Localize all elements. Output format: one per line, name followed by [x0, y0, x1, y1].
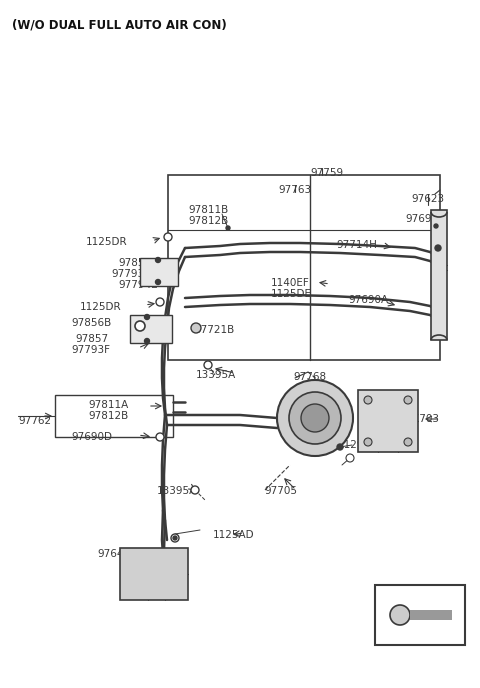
Circle shape	[364, 396, 372, 404]
Text: 97763: 97763	[278, 185, 311, 195]
Text: 97857: 97857	[75, 334, 108, 344]
Circle shape	[346, 454, 354, 462]
Text: (W/O DUAL FULL AUTO AIR CON): (W/O DUAL FULL AUTO AIR CON)	[12, 18, 227, 31]
Circle shape	[191, 486, 199, 494]
Circle shape	[156, 279, 160, 285]
Bar	[130, 315, 172, 343]
Text: 97812B: 97812B	[88, 411, 128, 421]
Text: 97768: 97768	[293, 372, 326, 382]
Text: 1125DR: 1125DR	[80, 302, 121, 312]
Circle shape	[173, 536, 177, 540]
Circle shape	[156, 298, 164, 306]
Text: 1125AD: 1125AD	[213, 530, 254, 540]
Circle shape	[390, 605, 410, 625]
Bar	[168, 175, 440, 360]
Text: 97690D: 97690D	[71, 432, 112, 442]
Text: 13395A: 13395A	[157, 486, 197, 496]
Text: 1125DR: 1125DR	[86, 237, 128, 247]
Text: 97759: 97759	[310, 168, 343, 178]
Circle shape	[156, 433, 164, 441]
Bar	[55, 395, 173, 437]
Circle shape	[191, 323, 201, 333]
Bar	[431, 210, 447, 340]
Text: 97644A: 97644A	[97, 549, 137, 559]
Text: 97793F: 97793F	[71, 345, 110, 355]
Text: 97794E: 97794E	[118, 280, 157, 290]
Text: 97793G: 97793G	[111, 269, 152, 279]
Text: 1140EF: 1140EF	[271, 278, 310, 288]
Text: 97762: 97762	[18, 416, 51, 426]
Circle shape	[301, 404, 329, 432]
Circle shape	[171, 534, 179, 542]
Circle shape	[337, 444, 343, 450]
Circle shape	[144, 338, 149, 343]
Circle shape	[289, 392, 341, 444]
Circle shape	[144, 314, 149, 319]
Text: 97714H: 97714H	[336, 240, 377, 250]
Text: 1140EX: 1140EX	[383, 596, 423, 606]
Text: 1129GG: 1129GG	[338, 440, 381, 450]
Text: 97811A: 97811A	[88, 400, 128, 410]
Circle shape	[156, 257, 160, 263]
Text: 97857: 97857	[118, 258, 151, 268]
Bar	[410, 610, 452, 620]
Bar	[140, 258, 178, 286]
Text: 97701: 97701	[278, 400, 311, 410]
Text: 97811B: 97811B	[188, 205, 228, 215]
Text: 97721B: 97721B	[194, 325, 234, 335]
Circle shape	[364, 438, 372, 446]
Text: 97812B: 97812B	[188, 216, 228, 226]
Bar	[120, 548, 188, 600]
Text: 97690A: 97690A	[348, 295, 388, 305]
Circle shape	[435, 245, 441, 251]
Text: 97703: 97703	[406, 414, 439, 424]
Bar	[375, 585, 465, 645]
Text: 1125DE: 1125DE	[271, 289, 312, 299]
Circle shape	[404, 438, 412, 446]
Text: 97705: 97705	[264, 486, 297, 496]
Circle shape	[434, 224, 438, 228]
Circle shape	[204, 361, 212, 369]
Circle shape	[226, 226, 230, 230]
Text: 97623: 97623	[411, 194, 444, 204]
Circle shape	[277, 380, 353, 456]
Bar	[358, 390, 418, 452]
Circle shape	[404, 396, 412, 404]
Circle shape	[135, 321, 145, 331]
Circle shape	[164, 233, 172, 241]
Text: 97690E: 97690E	[405, 214, 444, 224]
Text: 13395A: 13395A	[196, 370, 236, 380]
Text: 97856B: 97856B	[71, 318, 111, 328]
